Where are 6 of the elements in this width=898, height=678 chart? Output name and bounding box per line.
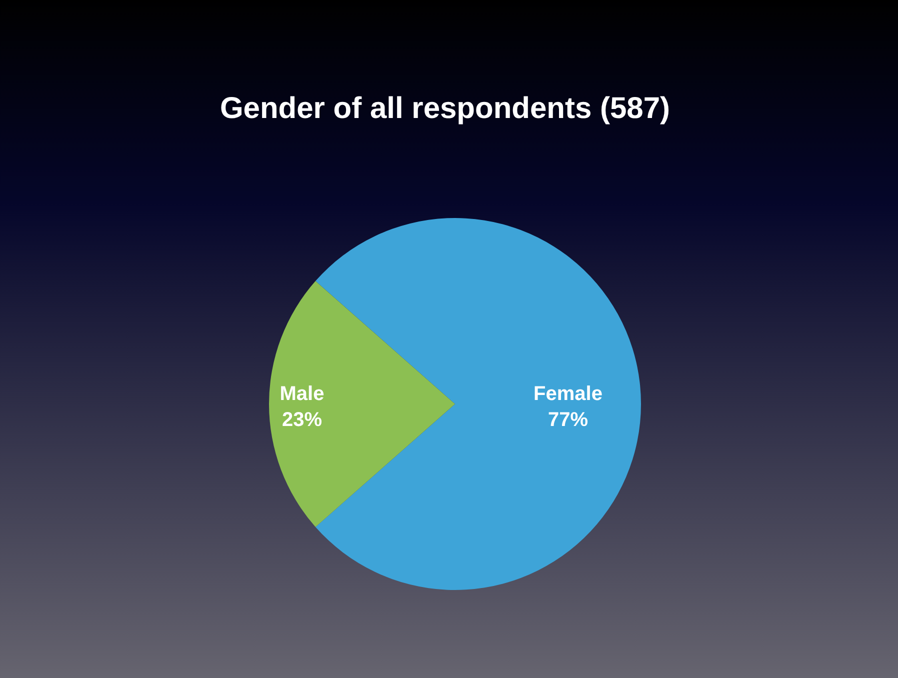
data-label: 77% <box>548 409 588 431</box>
slice-label: Male <box>280 383 324 405</box>
pie-slice <box>269 280 455 528</box>
slice-label: Female <box>534 383 602 405</box>
data-label: 23% <box>282 409 322 431</box>
chart-title: Gender of all respondents (587) <box>220 92 670 125</box>
